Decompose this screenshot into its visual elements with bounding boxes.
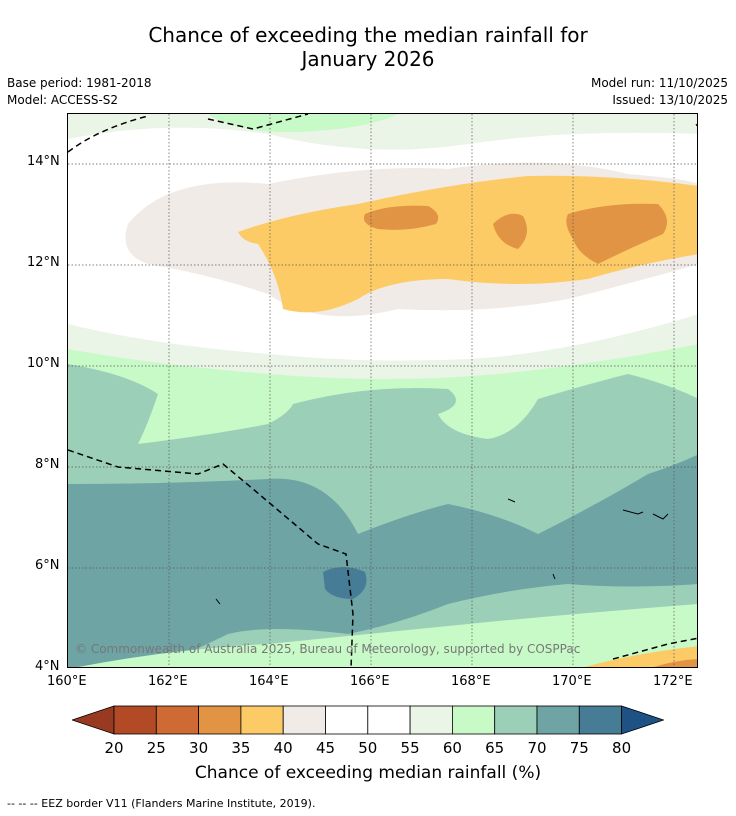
contour-band-70-75: [68, 454, 697, 667]
colorbar-tick-label: 55: [400, 739, 420, 757]
map-title-line2: January 2026: [301, 47, 435, 71]
lon-tick: 164°E: [249, 674, 289, 689]
colorbar-segment: [325, 705, 369, 735]
colorbar-tick-label: 60: [442, 739, 462, 757]
model-name: Model: ACCESS-S2: [7, 93, 119, 107]
lat-tick: 4°N: [35, 659, 60, 674]
eez-border: [68, 114, 697, 667]
island-icon: [652, 513, 669, 520]
copyright-notice: © Commonwealth of Australia 2025, Bureau…: [75, 642, 581, 656]
colorbar-tick-label: 30: [189, 739, 209, 757]
colorbar-segment: [240, 705, 284, 735]
colorbar-tick-label: 65: [485, 739, 505, 757]
island-icon: [215, 598, 221, 605]
island-icon: [622, 509, 644, 515]
lat-tick: 6°N: [35, 558, 60, 573]
lat-tick: 14°N: [27, 154, 60, 169]
colorbar-tick-label: 20: [104, 739, 124, 757]
colorbar-title: Chance of exceeding median rainfall (%): [194, 763, 542, 783]
lat-tick: 12°N: [27, 255, 60, 270]
colorbar-segment: [536, 705, 580, 735]
colorbar-tick-label: 35: [231, 739, 251, 757]
colorbar-segment: [282, 705, 326, 735]
colorbar-segment: [451, 705, 496, 735]
colorbar-tick-label: 70: [527, 739, 547, 757]
graticule: [68, 114, 697, 667]
lon-tick: 162°E: [148, 674, 188, 689]
lat-tick: 8°N: [35, 457, 60, 472]
colorbar-segment: [409, 705, 453, 735]
colorbar-tick-label: 45: [315, 739, 336, 757]
contour-band-35-40: [584, 646, 697, 667]
contour-band-30-35: [363, 205, 439, 230]
eez-border-segment: [68, 115, 149, 153]
map-title-line1: Chance of exceeding the median rainfall …: [148, 23, 588, 47]
colorbar: [72, 705, 664, 735]
colorbar-under-arrow: [72, 705, 115, 735]
contour-band-60-65: [78, 604, 697, 667]
colorbar-tick-label: 75: [569, 739, 589, 757]
contour-band-35-40: [238, 175, 697, 313]
colorbar-tick-label: 40: [273, 739, 293, 757]
colorbar-segment: [578, 705, 622, 735]
islands: [215, 123, 697, 605]
colorbar-segment: [494, 705, 538, 735]
colorbar-segment: [367, 705, 411, 735]
contour-band-75-80: [323, 567, 367, 599]
colorbar-segment: [155, 705, 200, 735]
eez-footnote: -- -- -- EEZ border V11 (Flanders Marine…: [7, 797, 316, 810]
contour-band-30-35: [493, 213, 527, 249]
contour-band-55-60: [68, 114, 697, 150]
lat-tick: 10°N: [27, 356, 60, 371]
colorbar-tick-label: 25: [146, 739, 166, 757]
colorbar-tick-label: 50: [358, 739, 378, 757]
colorbar-tick-label: 80: [612, 739, 632, 757]
island-icon: [507, 498, 516, 503]
base-period: Base period: 1981-2018: [7, 76, 152, 90]
island-icon: [552, 573, 556, 580]
colorbar-over-arrow: [621, 705, 664, 735]
colorbar-segment: [198, 705, 242, 735]
eez-border-segment: [68, 449, 354, 667]
lon-tick: 172°E: [653, 674, 693, 689]
island-icon: [695, 123, 697, 127]
lon-tick: 170°E: [552, 674, 592, 689]
contour-band-30-35: [566, 203, 667, 264]
lon-tick: 166°E: [350, 674, 390, 689]
contour-map: [68, 114, 697, 667]
colorbar-segment: [113, 705, 157, 735]
contour-band-60-65: [208, 114, 398, 133]
lon-tick: 168°E: [451, 674, 491, 689]
lon-tick: 160°E: [47, 674, 87, 689]
contour-band-30-35: [653, 659, 697, 667]
issued-date: Issued: 13/10/2025: [612, 93, 728, 107]
rainfall-map: [67, 113, 698, 668]
eez-border-segment: [207, 114, 309, 130]
model-run: Model run: 11/10/2025: [590, 76, 728, 90]
